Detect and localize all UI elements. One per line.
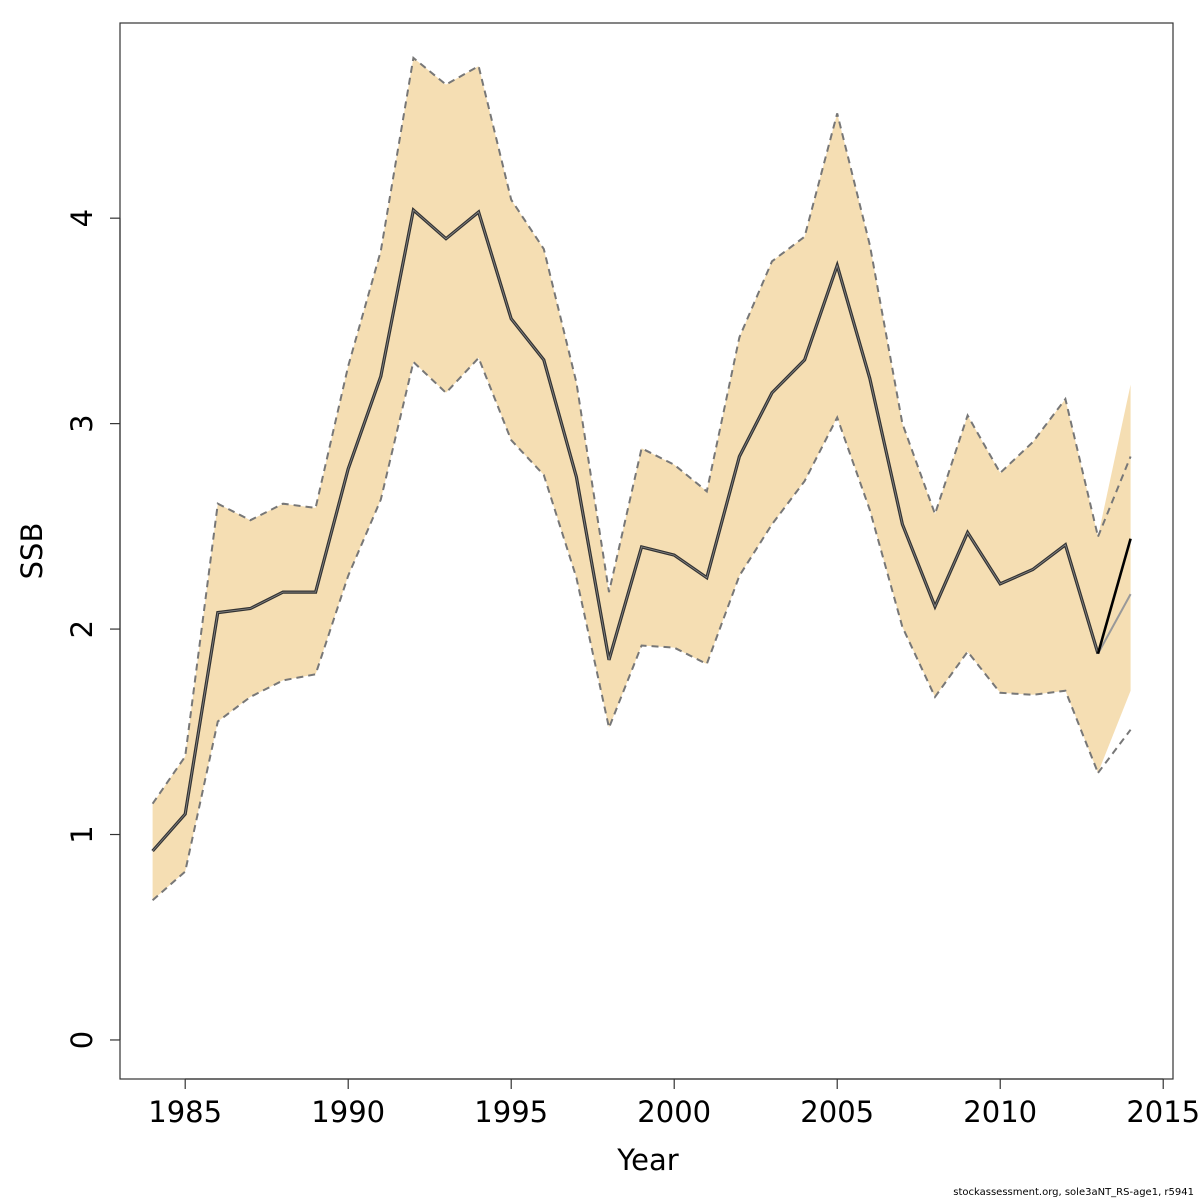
x-axis: 1985 1990 1995 2000 2005 2010 2015 [148,1078,1200,1129]
ssb-estimate-line [152,209,1099,852]
lower-bound-line [151,356,1099,902]
y-tick-label-1: 1 [65,825,99,843]
upper-bound-line [151,56,1099,805]
y-axis-title: SSB [15,523,49,580]
y-tick-label-2: 2 [65,620,99,638]
x-axis-title: Year [616,1143,678,1177]
y-tick-label-3: 3 [65,414,99,432]
x-tick-label-1995: 1995 [474,1095,548,1129]
plot-area [151,56,1132,902]
forecast-lower-bound-line [1097,729,1132,774]
y-axis: 0 1 2 3 4 [65,209,121,1049]
x-tick-label-2000: 2000 [637,1095,711,1129]
forecast-line-high [1096,538,1132,655]
x-tick-label-1985: 1985 [148,1095,222,1129]
y-tick-label-4: 4 [65,209,99,227]
x-tick-label-2005: 2005 [800,1095,874,1129]
x-tick-label-2010: 2010 [963,1095,1037,1129]
x-tick-label-1990: 1990 [311,1095,385,1129]
forecast-line-low [1097,593,1132,655]
y-tick-label-0: 0 [65,1031,99,1049]
confidence-band [152,57,1099,901]
x-tick-label-2015: 2015 [1126,1095,1200,1129]
forecast-upper-bound-line [1097,456,1132,537]
forecast-band [1098,384,1131,773]
footer-credit: stockassessment.org, sole3aNT_RS-age1, r… [953,1187,1194,1198]
